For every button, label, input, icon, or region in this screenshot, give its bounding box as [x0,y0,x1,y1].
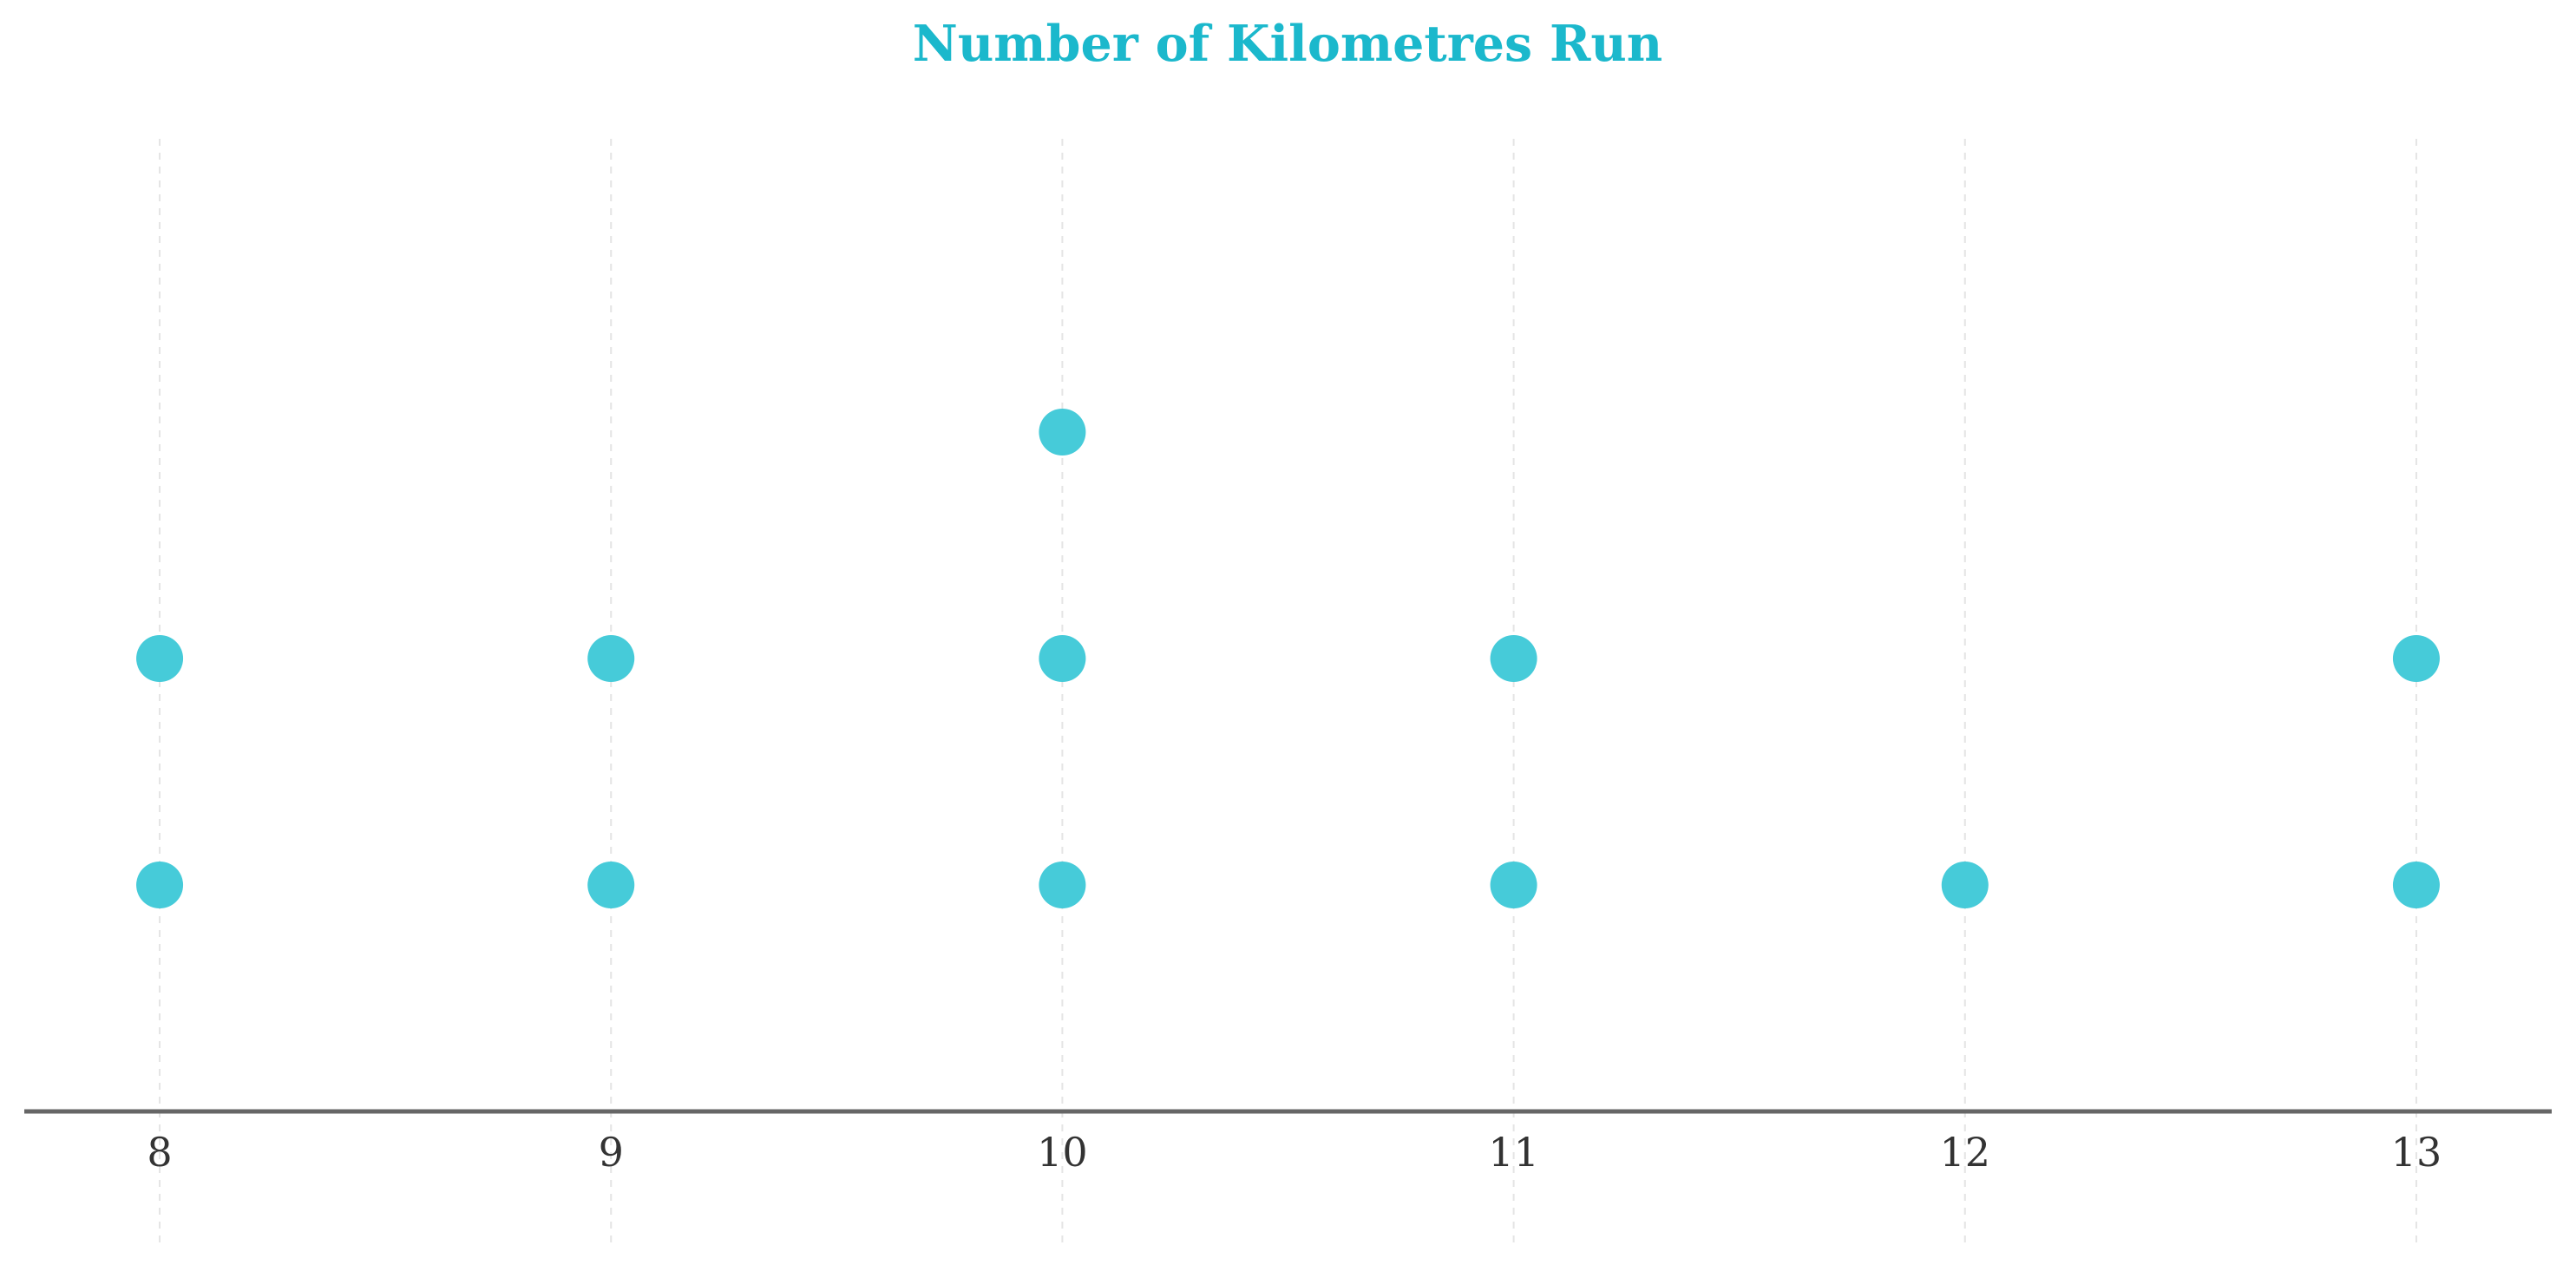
data-dot [1039,862,1086,908]
data-dot [136,862,184,908]
data-dot [2392,862,2440,908]
data-dot [1039,409,1086,455]
x-tick-label: 11 [1488,1129,1539,1176]
data-dot [1490,862,1537,908]
data-dot [587,862,635,908]
x-tick-label: 9 [599,1129,624,1176]
data-dot [1941,862,1989,908]
data-dot [587,635,635,682]
x-tick-label: 13 [2391,1129,2442,1176]
x-tick-labels: 8 9 10 11 12 13 [147,1129,2442,1176]
grid-lines [159,139,2417,1249]
data-dot [1039,635,1086,682]
data-dot [1490,635,1537,682]
data-dot [136,635,184,682]
x-tick-label: 12 [1939,1129,1990,1176]
chart-title: Number of Kilometres Run [913,15,1663,73]
x-tick-label: 10 [1037,1129,1088,1176]
x-tick-label: 8 [147,1129,172,1176]
data-dot [2392,635,2440,682]
data-dots [136,409,2440,908]
